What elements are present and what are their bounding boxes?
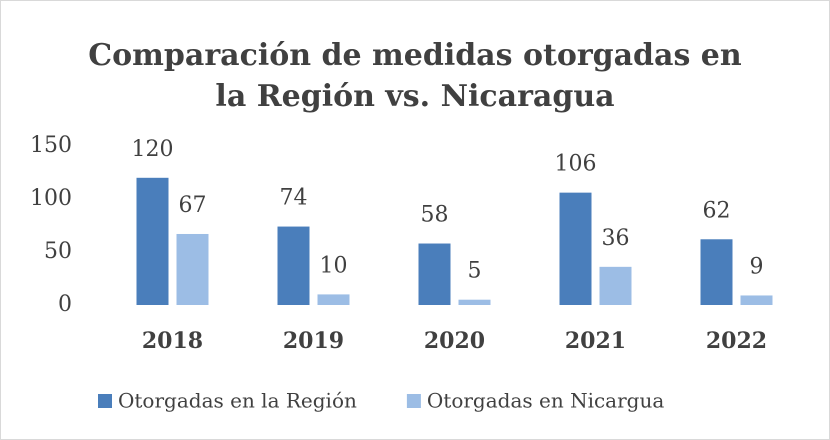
chart-title: la Región vs. Nicaragua: [215, 79, 614, 114]
bar: [700, 239, 733, 305]
bar: [277, 226, 310, 305]
data-label: 9: [750, 254, 764, 279]
legend-label: Otorgadas en Nicargua: [427, 389, 664, 413]
bar: [176, 233, 209, 305]
data-label: 120: [132, 137, 174, 162]
y-tick-label: 100: [30, 186, 72, 211]
data-label: 67: [179, 193, 207, 218]
legend-swatch: [98, 394, 112, 408]
legend-swatch: [406, 394, 421, 408]
legend-label: Otorgadas en la Región: [118, 389, 357, 413]
y-tick-label: 150: [30, 133, 72, 158]
bar: [418, 243, 451, 305]
x-tick-label: 2020: [424, 328, 485, 354]
data-label: 5: [468, 259, 482, 284]
data-label: 74: [280, 186, 308, 211]
data-label: 36: [602, 226, 630, 251]
x-tick-label: 2019: [283, 328, 344, 354]
data-label: 10: [320, 253, 348, 278]
bar: [740, 295, 773, 305]
bar: [458, 299, 491, 305]
y-tick-label: 50: [44, 239, 72, 264]
bar: [559, 192, 592, 305]
data-label: 62: [703, 198, 731, 223]
x-tick-label: 2021: [565, 328, 626, 354]
chart-title: Comparación de medidas otorgadas en: [88, 38, 742, 73]
bar: [599, 266, 632, 305]
data-label: 58: [421, 203, 449, 228]
bar: [317, 294, 350, 305]
data-label: 106: [555, 152, 597, 177]
x-tick-label: 2018: [142, 328, 203, 354]
x-tick-label: 2022: [706, 328, 767, 354]
bar: [136, 177, 169, 305]
y-tick-label: 0: [58, 292, 72, 317]
